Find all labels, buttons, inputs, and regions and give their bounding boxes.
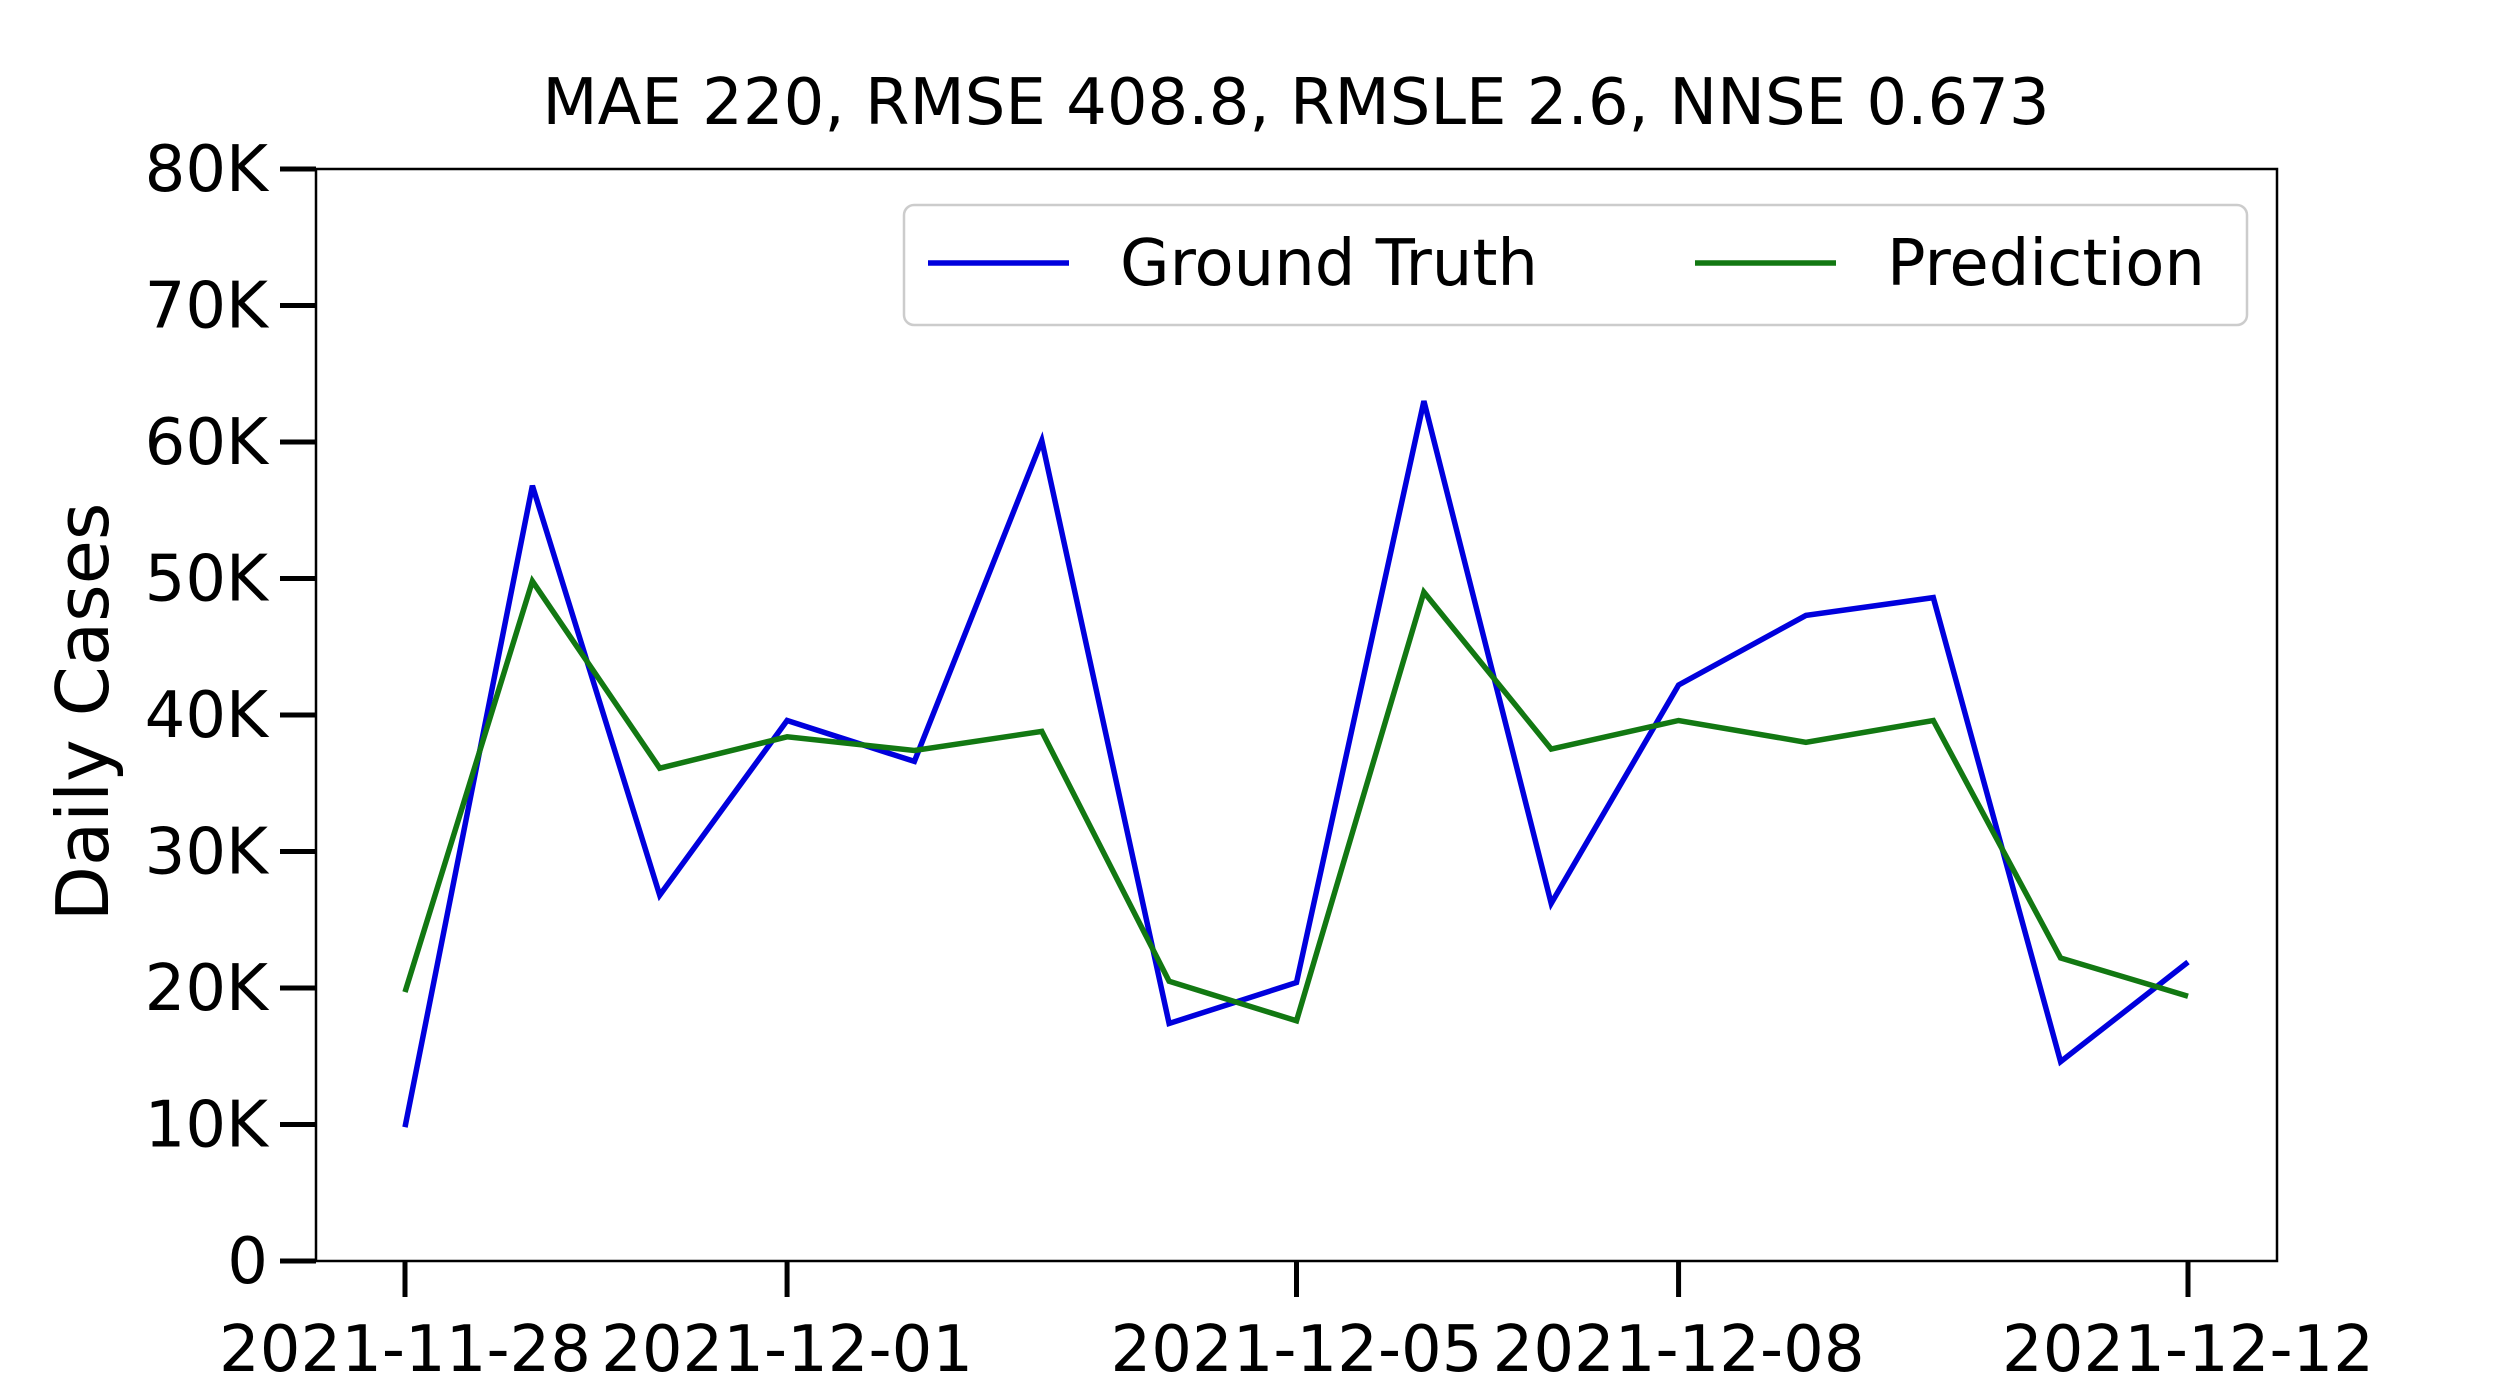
y-tick-label: 10K bbox=[145, 1089, 270, 1163]
y-tick-label: 20K bbox=[145, 952, 270, 1026]
x-tick-label: 2021-12-01 bbox=[601, 1313, 973, 1387]
legend: Ground Truth Prediction bbox=[902, 203, 2249, 327]
x-tick-label: 2021-12-05 bbox=[1111, 1313, 1483, 1387]
legend-frame bbox=[902, 203, 2249, 327]
series-line-prediction bbox=[402, 574, 2189, 1025]
y-tick-label: 70K bbox=[145, 270, 270, 344]
y-tick-label: 30K bbox=[145, 816, 270, 890]
y-axis-label: Daily Cases bbox=[41, 503, 125, 922]
x-tick-label: 2021-11-28 bbox=[219, 1313, 591, 1387]
x-tick-label: 2021-12-12 bbox=[2002, 1313, 2374, 1387]
y-tick-label: 50K bbox=[145, 543, 270, 617]
plot-frame bbox=[314, 167, 2279, 1263]
y-tick-label: 60K bbox=[145, 406, 270, 480]
series-line-ground-truth bbox=[402, 400, 2190, 1128]
y-tick-label: 0 bbox=[227, 1225, 268, 1299]
legend-label: Prediction bbox=[1887, 227, 2205, 301]
x-tick-label: 2021-12-08 bbox=[1493, 1313, 1865, 1387]
legend-label: Ground Truth bbox=[1120, 227, 1538, 301]
y-tick-label: 80K bbox=[145, 133, 270, 207]
chart-title: MAE 220, RMSE 408.8, RMSLE 2.6, NNSE 0.6… bbox=[542, 66, 2049, 140]
y-tick-label: 40K bbox=[145, 679, 270, 753]
